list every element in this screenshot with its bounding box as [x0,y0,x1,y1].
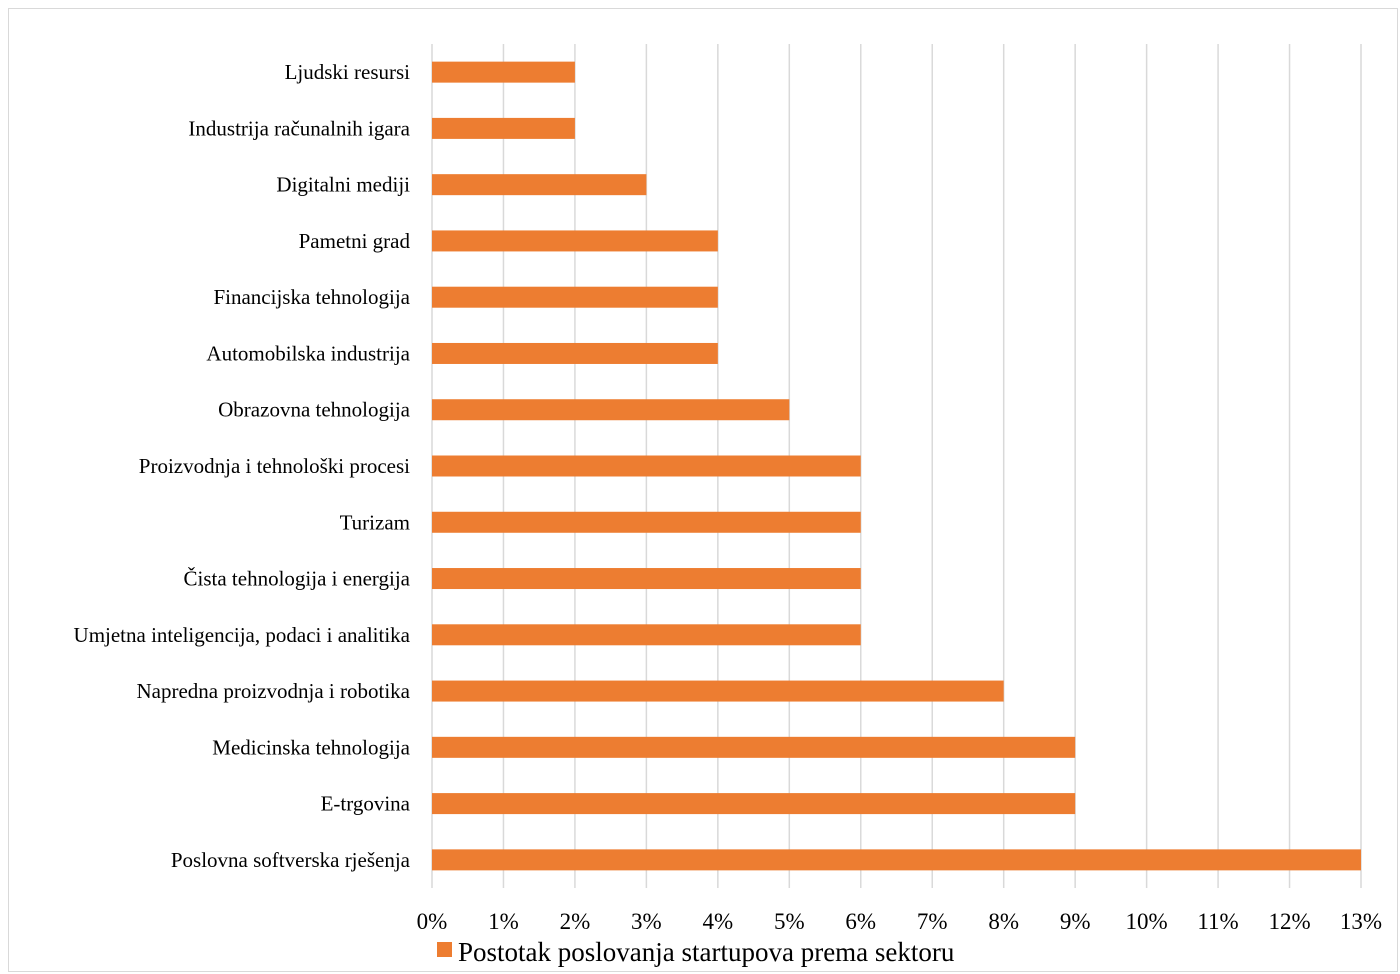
category-label: Umjetna inteligencija, podaci i analitik… [74,623,411,647]
category-label: Financijska tehnologija [213,285,410,309]
bar [432,624,861,646]
bar [432,174,647,196]
bar [432,342,718,364]
x-tick-label: 10% [1126,909,1168,934]
bar [432,286,718,308]
category-label: Medicinska tehnologija [212,735,410,759]
bar [432,399,790,421]
bar [432,230,718,252]
x-tick-label: 5% [774,909,805,934]
category-label: Proizvodnja i tehnološki procesi [139,454,410,478]
x-tick-label: 3% [631,909,662,934]
category-label: E-trgovina [321,792,411,816]
x-tick-label: 13% [1340,909,1382,934]
category-label: Automobilska industrija [206,341,410,365]
legend-label: Postotak poslovanja startupova prema sek… [458,937,955,967]
x-tick-label: 9% [1060,909,1091,934]
x-tick-label: 2% [560,909,591,934]
bar [432,61,575,83]
bar [432,568,861,590]
bar [432,680,1004,702]
bar [432,736,1076,758]
category-label: Obrazovna tehnologija [218,398,411,422]
x-tick-label: 6% [845,909,876,934]
category-label: Napredna proizvodnja i robotika [137,679,411,703]
category-label: Industrija računalnih igara [188,116,410,140]
category-label: Pametni grad [299,229,411,253]
x-tick-label: 8% [988,909,1019,934]
x-tick-label: 1% [488,909,519,934]
category-label: Čista tehnologija i energija [184,567,411,591]
category-label: Poslovna softverska rješenja [171,848,411,872]
bars [432,61,1361,871]
x-tick-labels: 0% 1% 2% 3% 4% 5% 6% 7% 8% 9% 10% 11% 12% 13% [417,909,1382,934]
x-tick-label: 0% [417,909,448,934]
bar [432,849,1361,871]
bar [432,793,1076,815]
category-labels: Ljudski resursi Industrija računalnih iga… [74,60,411,872]
bar [432,117,575,139]
category-label: Ljudski resursi [285,60,411,84]
category-label: Digitalni mediji [276,173,410,197]
x-tick-label: 11% [1197,909,1238,934]
x-tick-label: 12% [1268,909,1310,934]
x-tick-label: 7% [917,909,948,934]
bar [432,511,861,533]
bar [432,455,861,477]
legend: Postotak poslovanja startupova prema sek… [437,937,955,967]
legend-swatch [437,942,452,957]
category-label: Turizam [340,510,410,534]
x-tick-label: 4% [703,909,734,934]
